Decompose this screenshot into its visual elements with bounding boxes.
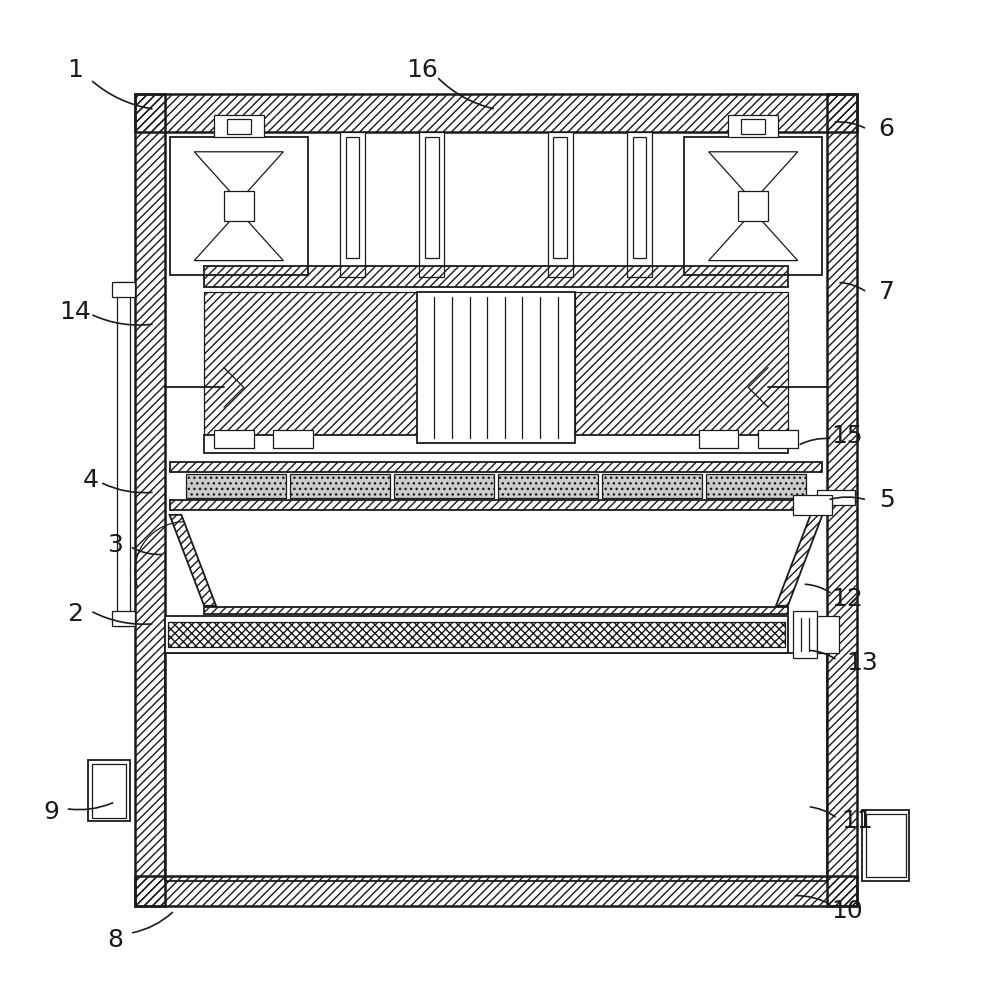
Bar — [793, 611, 817, 658]
Bar — [165, 653, 827, 881]
Text: 3: 3 — [107, 533, 123, 557]
Text: 6: 6 — [879, 117, 895, 141]
Bar — [698, 430, 738, 448]
Bar — [112, 611, 135, 626]
Polygon shape — [708, 152, 798, 201]
Bar — [135, 876, 857, 906]
Bar — [135, 94, 165, 906]
Bar — [165, 129, 827, 876]
Text: 11: 11 — [841, 809, 873, 833]
Bar — [340, 132, 365, 277]
Text: 13: 13 — [846, 651, 878, 675]
Bar — [866, 814, 906, 877]
Bar — [827, 94, 857, 906]
Bar — [554, 137, 567, 258]
Bar — [741, 119, 765, 134]
Bar — [817, 490, 855, 505]
Text: 15: 15 — [831, 424, 863, 448]
Bar — [186, 474, 287, 498]
Text: 9: 9 — [43, 800, 59, 824]
Bar — [817, 616, 839, 653]
Bar — [548, 132, 572, 277]
Text: 4: 4 — [82, 468, 98, 492]
Bar — [88, 760, 130, 821]
Bar — [214, 115, 264, 137]
Bar — [204, 292, 417, 443]
Bar — [345, 137, 359, 258]
Text: 16: 16 — [406, 58, 437, 82]
Bar — [705, 474, 806, 498]
Bar — [498, 474, 598, 498]
Bar — [793, 495, 832, 515]
Text: 8: 8 — [107, 928, 123, 952]
Text: 10: 10 — [831, 899, 863, 923]
Bar — [135, 94, 857, 132]
Bar — [862, 810, 910, 881]
Text: 7: 7 — [879, 280, 895, 304]
Bar — [204, 607, 788, 614]
Bar — [627, 132, 652, 277]
Bar — [758, 430, 798, 448]
Bar — [738, 191, 768, 221]
Text: 1: 1 — [67, 58, 83, 82]
Bar — [683, 137, 822, 275]
Bar — [165, 616, 788, 653]
Bar — [92, 764, 126, 818]
Bar — [394, 474, 494, 498]
Bar — [291, 474, 390, 498]
Polygon shape — [194, 211, 284, 261]
Bar — [575, 292, 788, 443]
Bar — [633, 137, 647, 258]
Bar — [170, 137, 309, 275]
Text: 14: 14 — [60, 300, 91, 324]
Bar — [425, 137, 438, 258]
Text: 12: 12 — [831, 587, 863, 611]
Bar — [728, 115, 778, 137]
Bar — [602, 474, 701, 498]
Polygon shape — [194, 152, 284, 201]
Bar — [214, 430, 254, 448]
Bar — [204, 266, 788, 287]
Text: 2: 2 — [67, 602, 83, 626]
Bar — [417, 292, 575, 443]
Bar — [168, 622, 785, 647]
Bar — [170, 500, 822, 510]
Bar — [224, 191, 254, 221]
Bar — [112, 282, 135, 297]
Bar — [274, 430, 313, 448]
Bar — [227, 119, 251, 134]
Bar — [204, 435, 788, 453]
Polygon shape — [708, 211, 798, 261]
Bar — [170, 462, 822, 472]
Text: 5: 5 — [879, 488, 895, 512]
Bar — [420, 132, 444, 277]
Bar — [117, 282, 130, 626]
